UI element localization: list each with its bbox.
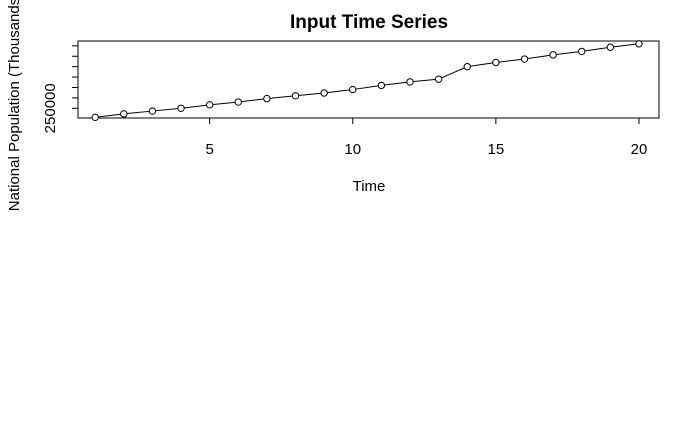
plot-frame xyxy=(77,40,660,119)
y-tick-label: 250000 xyxy=(42,83,59,133)
data-point xyxy=(635,40,643,48)
x-tick-label: 10 xyxy=(344,141,361,158)
data-point xyxy=(263,94,271,103)
x-tick-label: 20 xyxy=(631,141,648,158)
y-axis-label: National Population (Thousands) xyxy=(6,0,23,211)
data-point xyxy=(406,78,414,86)
data-point xyxy=(463,62,471,71)
data-point xyxy=(520,55,529,63)
data-point xyxy=(120,110,128,118)
data-point xyxy=(291,92,300,100)
data-point xyxy=(234,98,242,106)
x-tick-label: 5 xyxy=(205,141,213,158)
chart-title: Input Time Series xyxy=(290,12,448,33)
series-line xyxy=(95,43,640,118)
x-axis: 5 10 15 20 xyxy=(205,118,647,158)
data-point xyxy=(205,101,214,109)
data-point xyxy=(434,75,443,83)
data-point xyxy=(377,81,386,90)
x-axis-label: Time xyxy=(353,178,386,195)
plot-area xyxy=(91,40,643,122)
data-point xyxy=(177,104,185,112)
data-point xyxy=(606,43,615,51)
data-point xyxy=(320,89,328,97)
x-tick-label: 15 xyxy=(488,141,505,158)
data-point xyxy=(578,47,586,56)
data-point xyxy=(492,58,500,67)
data-point xyxy=(549,51,557,59)
y-axis: 250000 xyxy=(42,45,78,133)
data-point xyxy=(148,107,157,115)
data-point xyxy=(349,85,357,94)
data-point xyxy=(91,113,99,122)
